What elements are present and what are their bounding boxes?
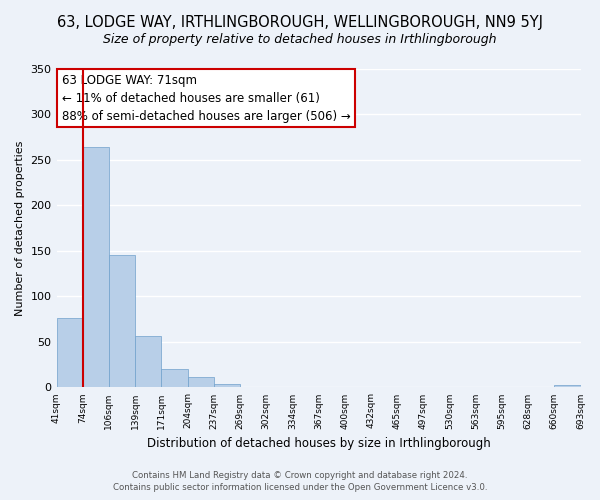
X-axis label: Distribution of detached houses by size in Irthlingborough: Distribution of detached houses by size … xyxy=(146,437,490,450)
Bar xyxy=(214,384,240,388)
Bar xyxy=(188,378,214,388)
Text: 63 LODGE WAY: 71sqm
← 11% of detached houses are smaller (61)
88% of semi-detach: 63 LODGE WAY: 71sqm ← 11% of detached ho… xyxy=(62,74,350,123)
Bar xyxy=(161,369,188,388)
Bar xyxy=(56,318,83,388)
Bar xyxy=(554,384,581,388)
Text: Size of property relative to detached houses in Irthlingborough: Size of property relative to detached ho… xyxy=(103,32,497,46)
Bar xyxy=(109,254,135,388)
Bar xyxy=(83,147,109,388)
Text: 63, LODGE WAY, IRTHLINGBOROUGH, WELLINGBOROUGH, NN9 5YJ: 63, LODGE WAY, IRTHLINGBOROUGH, WELLINGB… xyxy=(57,15,543,30)
Text: Contains HM Land Registry data © Crown copyright and database right 2024.
Contai: Contains HM Land Registry data © Crown c… xyxy=(113,471,487,492)
Y-axis label: Number of detached properties: Number of detached properties xyxy=(15,140,25,316)
Bar xyxy=(135,336,161,388)
